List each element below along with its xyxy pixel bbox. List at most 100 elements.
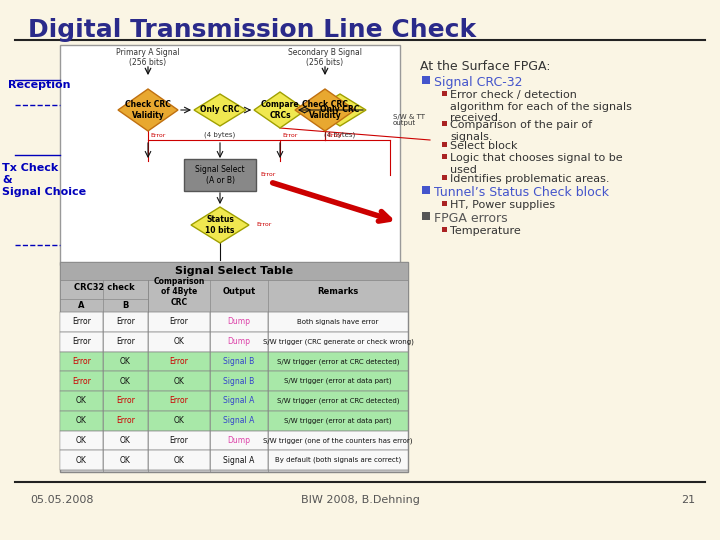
FancyBboxPatch shape — [60, 262, 408, 280]
FancyBboxPatch shape — [60, 280, 408, 312]
FancyBboxPatch shape — [442, 154, 447, 159]
FancyBboxPatch shape — [210, 332, 268, 352]
Text: Error: Error — [327, 133, 343, 138]
FancyBboxPatch shape — [60, 312, 103, 332]
FancyBboxPatch shape — [148, 411, 210, 430]
FancyBboxPatch shape — [103, 430, 148, 450]
FancyBboxPatch shape — [148, 391, 210, 411]
FancyBboxPatch shape — [148, 372, 210, 391]
Text: S/W trigger (error at data part): S/W trigger (error at data part) — [284, 378, 392, 384]
Text: OK: OK — [76, 416, 87, 425]
Text: HT, Power supplies: HT, Power supplies — [450, 200, 555, 210]
Text: Error: Error — [256, 222, 271, 227]
FancyBboxPatch shape — [148, 312, 210, 332]
FancyBboxPatch shape — [442, 121, 447, 126]
Text: Reception: Reception — [8, 80, 71, 90]
Text: OK: OK — [120, 456, 131, 464]
Text: Error: Error — [116, 396, 135, 406]
FancyBboxPatch shape — [268, 391, 408, 411]
Polygon shape — [118, 89, 178, 131]
Text: Signal A: Signal A — [223, 416, 255, 425]
FancyBboxPatch shape — [103, 391, 148, 411]
FancyBboxPatch shape — [268, 372, 408, 391]
FancyBboxPatch shape — [210, 352, 268, 372]
FancyBboxPatch shape — [442, 227, 447, 232]
FancyBboxPatch shape — [210, 430, 268, 450]
Text: S/W trigger (error at data part): S/W trigger (error at data part) — [284, 417, 392, 424]
Text: Error: Error — [116, 337, 135, 346]
Text: Error: Error — [170, 396, 189, 406]
FancyBboxPatch shape — [422, 76, 430, 84]
Text: OK: OK — [120, 376, 131, 386]
Text: S/W trigger (error at CRC detected): S/W trigger (error at CRC detected) — [276, 358, 400, 365]
Text: Dump: Dump — [228, 337, 251, 346]
Text: Tunnel’s Status Check block: Tunnel’s Status Check block — [434, 186, 609, 199]
Text: Error: Error — [72, 376, 91, 386]
Text: Signal Select
(A or B): Signal Select (A or B) — [195, 165, 245, 185]
FancyBboxPatch shape — [268, 430, 408, 450]
FancyBboxPatch shape — [210, 312, 268, 332]
Text: BIW 2008, B.Dehning: BIW 2008, B.Dehning — [300, 495, 420, 505]
Text: Signal A: Signal A — [223, 396, 255, 406]
Text: Error: Error — [72, 357, 91, 366]
Text: Dump: Dump — [228, 436, 251, 445]
FancyBboxPatch shape — [60, 45, 400, 265]
Text: Error: Error — [170, 357, 189, 366]
FancyBboxPatch shape — [268, 411, 408, 430]
Text: Error: Error — [116, 416, 135, 425]
Text: Check CRC
Validity: Check CRC Validity — [125, 100, 171, 120]
FancyBboxPatch shape — [60, 262, 408, 472]
Text: Output: Output — [222, 287, 256, 296]
Text: Signal B: Signal B — [223, 357, 255, 366]
Text: OK: OK — [174, 456, 184, 464]
Text: S/W trigger (one of the counters has error): S/W trigger (one of the counters has err… — [264, 437, 413, 444]
Text: Comparison of the pair of
signals.: Comparison of the pair of signals. — [450, 120, 592, 141]
FancyBboxPatch shape — [268, 332, 408, 352]
Polygon shape — [254, 92, 306, 128]
FancyBboxPatch shape — [422, 186, 430, 194]
Text: Temperature: Temperature — [450, 226, 521, 236]
Text: Error: Error — [72, 318, 91, 326]
Text: CRC32 check: CRC32 check — [73, 284, 135, 293]
Text: (4 bytes): (4 bytes) — [204, 132, 235, 138]
FancyBboxPatch shape — [103, 450, 148, 470]
FancyBboxPatch shape — [60, 450, 103, 470]
Text: Dump: Dump — [228, 318, 251, 326]
Text: Secondary B Signal
(256 bits): Secondary B Signal (256 bits) — [288, 48, 362, 68]
Text: Comparison
of 4Byte
CRC: Comparison of 4Byte CRC — [153, 277, 204, 307]
FancyBboxPatch shape — [60, 372, 103, 391]
Text: Status
10 bits: Status 10 bits — [205, 215, 235, 235]
Text: Error: Error — [116, 318, 135, 326]
FancyBboxPatch shape — [184, 159, 256, 191]
Text: Signal CRC-32: Signal CRC-32 — [434, 76, 523, 89]
FancyBboxPatch shape — [103, 332, 148, 352]
Text: 05.05.2008: 05.05.2008 — [30, 495, 94, 505]
Text: OK: OK — [76, 436, 87, 445]
Text: Select block: Select block — [450, 141, 518, 151]
Text: Logic that chooses signal to be
used: Logic that chooses signal to be used — [450, 153, 623, 174]
FancyBboxPatch shape — [442, 201, 447, 206]
Text: At the Surface FPGA:: At the Surface FPGA: — [420, 60, 551, 73]
Text: S/W trigger (CRC generate or check wrong): S/W trigger (CRC generate or check wrong… — [263, 339, 413, 345]
FancyBboxPatch shape — [268, 352, 408, 372]
FancyBboxPatch shape — [442, 91, 447, 96]
FancyBboxPatch shape — [60, 391, 103, 411]
Text: OK: OK — [76, 456, 87, 464]
Text: Both signals have error: Both signals have error — [297, 319, 379, 325]
Text: Signal Select Table: Signal Select Table — [175, 266, 293, 276]
Text: Error: Error — [170, 436, 189, 445]
Text: S/W & TT
output: S/W & TT output — [393, 113, 425, 126]
FancyBboxPatch shape — [60, 352, 103, 372]
Text: Only CRC: Only CRC — [320, 105, 360, 114]
FancyBboxPatch shape — [210, 372, 268, 391]
Text: Error: Error — [282, 133, 297, 138]
Text: FPGA errors: FPGA errors — [434, 212, 508, 225]
FancyBboxPatch shape — [442, 175, 447, 180]
Text: OK: OK — [76, 396, 87, 406]
Text: OK: OK — [174, 337, 184, 346]
FancyBboxPatch shape — [210, 450, 268, 470]
Polygon shape — [191, 207, 249, 243]
Text: Check CRC
Validity: Check CRC Validity — [302, 100, 348, 120]
Text: Error: Error — [170, 318, 189, 326]
FancyBboxPatch shape — [442, 142, 447, 147]
